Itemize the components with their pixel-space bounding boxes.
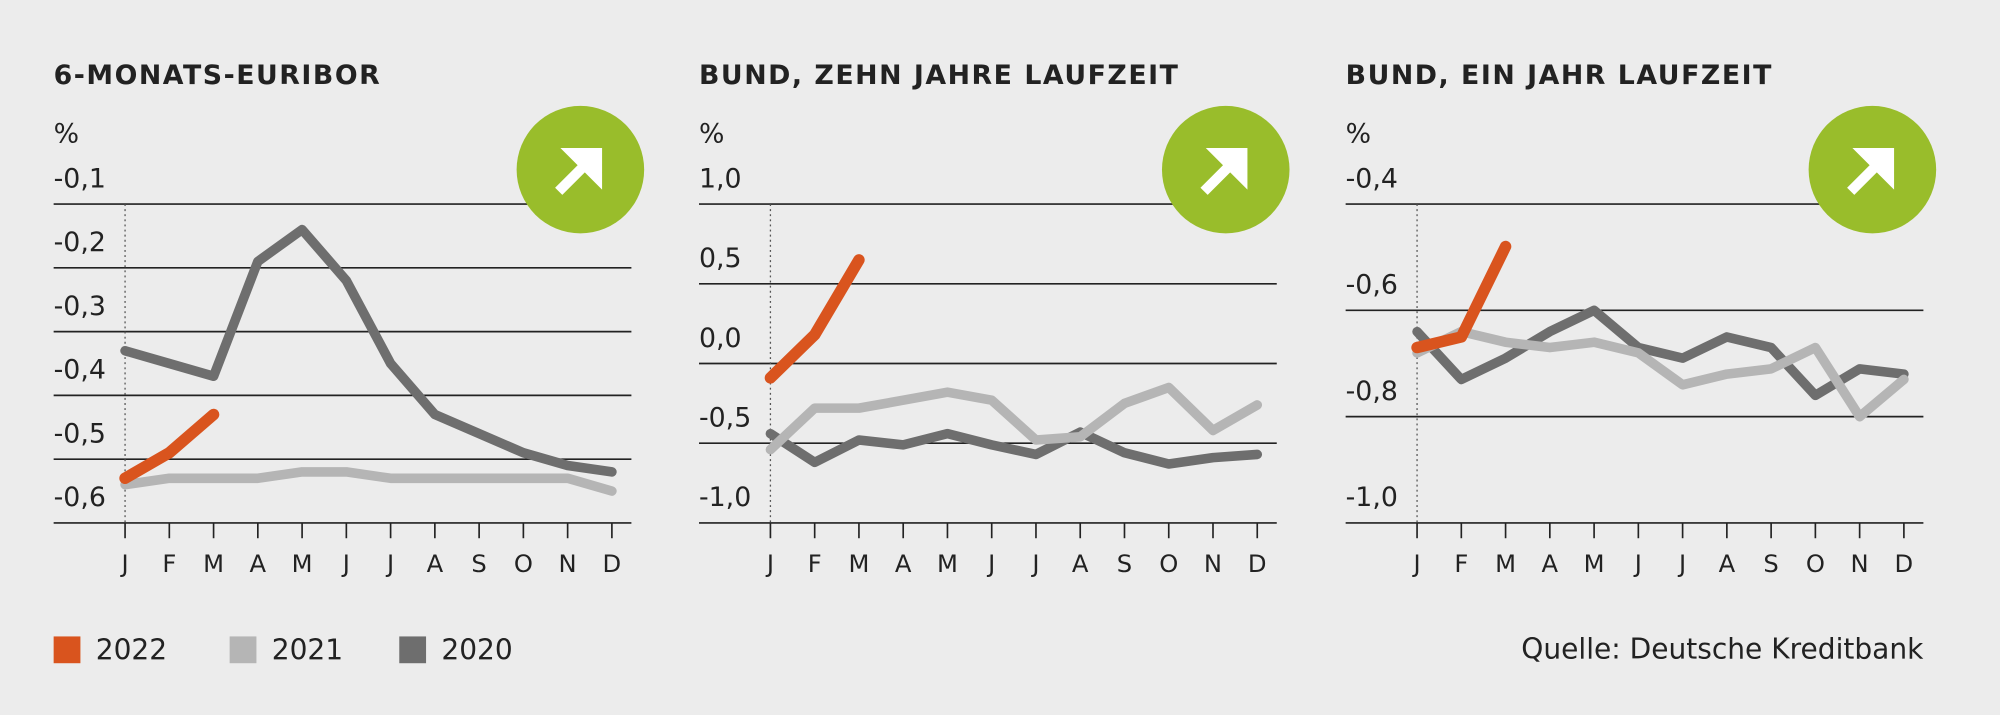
x-tick-label: M [292, 550, 313, 578]
y-tick-label: -0,3 [54, 291, 106, 322]
x-tick-label: J [986, 550, 995, 578]
legend-swatch [229, 636, 257, 664]
y-axis-label: % [54, 119, 79, 150]
x-tick-label: A [1542, 550, 1559, 578]
x-tick-label: M [1495, 550, 1516, 578]
y-tick-label: -0,4 [1346, 163, 1398, 194]
series-line: 2020 [120, 224, 617, 477]
series-line: 2020 [765, 427, 1263, 469]
x-tick-label: J [385, 550, 394, 578]
y-tick-label: -0,4 [54, 355, 106, 386]
trend-arrow [555, 147, 603, 195]
x-tick-label: S [1763, 550, 1778, 578]
x-tick-label: J [119, 550, 128, 578]
y-tick-label: -1,0 [699, 482, 751, 513]
legend-label: 2022 [96, 634, 167, 667]
series-line: 2021 [765, 382, 1263, 455]
source: Quelle: Deutsche Kreditbank [1521, 632, 1924, 665]
x-tick-label: M [937, 550, 958, 578]
y-tick-label: 1,0 [699, 163, 742, 194]
x-tick-label: J [1677, 550, 1686, 578]
y-axis-label: % [1346, 119, 1371, 150]
x-tick-label: S [471, 550, 486, 578]
series-line: 2022 [764, 254, 865, 384]
x-tick-label: F [162, 550, 176, 578]
series-line: 2021 [120, 467, 617, 496]
x-tick-label: M [848, 550, 869, 578]
x-tick-label: O [1159, 550, 1178, 578]
x-tick-label: D [1895, 550, 1914, 578]
x-tick-label: A [895, 550, 912, 578]
y-tick-label: -0,6 [54, 482, 106, 513]
x-tick-label: O [1806, 550, 1825, 578]
legend-label: 2021 [272, 634, 343, 667]
x-tick-label: S [1117, 550, 1132, 578]
x-tick-label: J [1411, 550, 1420, 578]
y-axis-label: % [699, 119, 724, 150]
x-tick-label: J [765, 550, 774, 578]
y-tick-label: -1,0 [1346, 482, 1398, 513]
x-tick-label: F [808, 550, 822, 578]
x-tick-label: A [250, 550, 267, 578]
chart-title: BUND, EIN JAHR LAUFZEIT [1346, 60, 1773, 91]
chart-title: 6-MONATS-EURIBOR [54, 60, 382, 91]
x-tick-label: O [514, 550, 533, 578]
x-tick-label: D [603, 550, 622, 578]
trend-arrow [1847, 147, 1895, 195]
x-tick-label: N [1851, 550, 1869, 578]
legend-label: 2020 [441, 634, 512, 667]
y-tick-label: -0,1 [54, 163, 106, 194]
x-tick-label: F [1454, 550, 1468, 578]
x-tick-label: A [427, 550, 444, 578]
chart-title: BUND, ZEHN JAHRE LAUFZEIT [699, 60, 1179, 91]
series-line: 2021 [1412, 326, 1909, 422]
legend-swatch [53, 636, 81, 664]
y-tick-label: -0,5 [699, 402, 751, 433]
x-tick-label: J [1633, 550, 1642, 578]
series-line: 2022 [119, 408, 220, 485]
x-tick-label: M [1584, 550, 1605, 578]
trend-arrow [1200, 147, 1248, 195]
y-tick-label: -0,8 [1346, 376, 1398, 407]
y-tick-label: -0,6 [1346, 270, 1398, 301]
x-tick-label: A [1072, 550, 1089, 578]
y-tick-label: 0,0 [699, 323, 742, 354]
legend-swatch [399, 636, 427, 664]
x-tick-label: J [341, 550, 350, 578]
series-line: 2022 [1411, 240, 1512, 354]
x-tick-label: N [1204, 550, 1222, 578]
y-tick-label: -0,2 [54, 227, 106, 258]
x-tick-label: D [1248, 550, 1267, 578]
series-line: 2020 [1412, 305, 1909, 401]
x-tick-label: A [1719, 550, 1736, 578]
x-tick-label: N [559, 550, 577, 578]
x-tick-label: J [1030, 550, 1039, 578]
y-tick-label: 0,5 [699, 243, 742, 274]
y-tick-label: -0,5 [54, 418, 106, 449]
x-tick-label: M [203, 550, 224, 578]
